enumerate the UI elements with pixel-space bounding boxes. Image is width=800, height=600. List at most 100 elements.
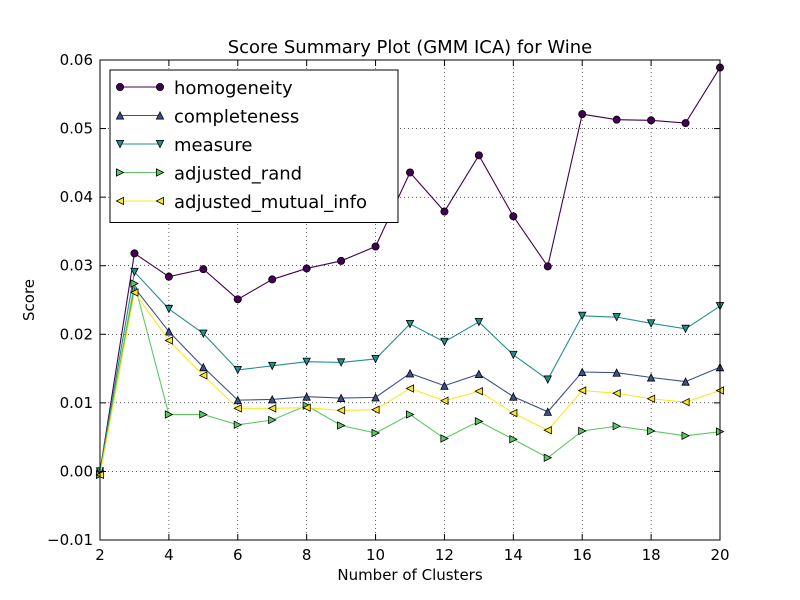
data-point: [647, 426, 656, 436]
data-point: [646, 394, 656, 403]
data-point: [578, 426, 587, 436]
legend: homogeneity completeness measure adjusted_r…: [109, 69, 399, 223]
x-tick-label: 16: [573, 546, 592, 564]
plot-frame: [99, 59, 721, 541]
x-tick-label: 2: [95, 546, 105, 564]
data-point: [474, 317, 484, 327]
x-tick-label: 10: [366, 546, 385, 564]
legend-label: completeness: [174, 107, 299, 128]
data-point: [646, 319, 656, 328]
x-tick-label: 6: [233, 546, 243, 564]
data-point: [509, 392, 518, 401]
data-point: [371, 354, 380, 364]
data-point: [543, 426, 552, 435]
data-point: [268, 415, 277, 425]
data-point: [336, 393, 346, 403]
data-point: [612, 368, 621, 377]
axis-ticks: 2 4 6 8 10 12 14 16 18 20 −0.01 0.00 0.01 0.02 0.03 0.0…: [47, 51, 730, 564]
data-point: [233, 365, 243, 375]
data-point: [130, 279, 139, 288]
y-tick-label: 0.02: [60, 325, 93, 343]
data-point: [302, 357, 311, 367]
data-point: [474, 151, 483, 160]
series-adjusted-rand: [96, 279, 725, 480]
legend-marker: [116, 83, 125, 92]
data-point: [130, 249, 139, 258]
legend-marker: [115, 111, 125, 120]
y-axis-label: Score: [20, 279, 38, 321]
y-tick-label: 0.05: [60, 120, 93, 138]
data-point: [509, 434, 518, 444]
x-axis-label: Number of Clusters: [337, 566, 482, 584]
data-point: [646, 372, 656, 382]
data-point: [164, 304, 174, 314]
x-tick-label: 8: [302, 546, 312, 564]
data-point: [233, 420, 243, 430]
data-point: [233, 404, 242, 413]
data-point: [440, 434, 449, 443]
data-point: [199, 410, 208, 419]
data-point: [681, 431, 691, 441]
data-point: [439, 396, 449, 406]
data-point: [233, 395, 243, 405]
data-point: [612, 421, 622, 431]
data-point: [577, 386, 587, 395]
data-point: [508, 408, 518, 418]
data-point: [371, 392, 380, 402]
legend-marker: [155, 83, 164, 92]
data-point: [578, 110, 587, 119]
data-point: [199, 362, 208, 372]
data-point: [233, 295, 242, 304]
data-point: [302, 392, 311, 401]
data-point: [577, 311, 587, 321]
legend-marker: [155, 111, 165, 120]
data-point: [681, 119, 690, 128]
data-point: [337, 421, 346, 430]
data-point: [371, 405, 380, 414]
legend-marker: [155, 139, 165, 149]
data-point: [543, 453, 553, 462]
legend-marker: [115, 139, 125, 149]
data-point: [440, 381, 449, 390]
data-point: [336, 406, 346, 415]
data-point: [509, 212, 518, 221]
data-point: [164, 272, 173, 281]
legend-label: measure: [174, 135, 253, 156]
data-point: [336, 358, 346, 367]
y-tick-label: 0.06: [60, 51, 93, 69]
series-homogeneity: [96, 63, 725, 476]
series-adjusted-mutual-info: [95, 288, 724, 480]
data-point: [543, 407, 553, 416]
data-point: [268, 275, 277, 284]
data-point: [267, 394, 277, 404]
data-point: [474, 369, 484, 379]
data-point: [612, 115, 621, 124]
data-point: [543, 375, 553, 385]
data-point: [543, 262, 552, 271]
data-point: [129, 288, 139, 297]
y-tick-label: 0.01: [60, 394, 93, 412]
data-point: [405, 368, 415, 378]
data-point: [302, 403, 311, 412]
legend-entry: measure: [115, 135, 253, 156]
x-tick-label: 12: [435, 546, 454, 564]
data-point: [440, 207, 449, 216]
data-point: [474, 386, 483, 396]
data-point: [681, 324, 690, 334]
y-tick-label: 0.00: [60, 462, 93, 480]
x-tick-label: 20: [710, 546, 729, 564]
data-point: [577, 367, 587, 377]
data-point: [405, 319, 415, 329]
legend-label: adjusted_mutual_info: [174, 192, 367, 213]
data-point: [440, 337, 449, 347]
legend-marker: [115, 196, 124, 206]
x-tick-label: 4: [164, 546, 174, 564]
legend-box: [109, 69, 399, 223]
data-point: [302, 264, 311, 273]
data-point: [405, 410, 415, 419]
data-point: [681, 377, 690, 386]
legend-entry: completeness: [115, 107, 299, 128]
series-completeness: [95, 283, 725, 476]
legend-marker: [155, 196, 165, 206]
